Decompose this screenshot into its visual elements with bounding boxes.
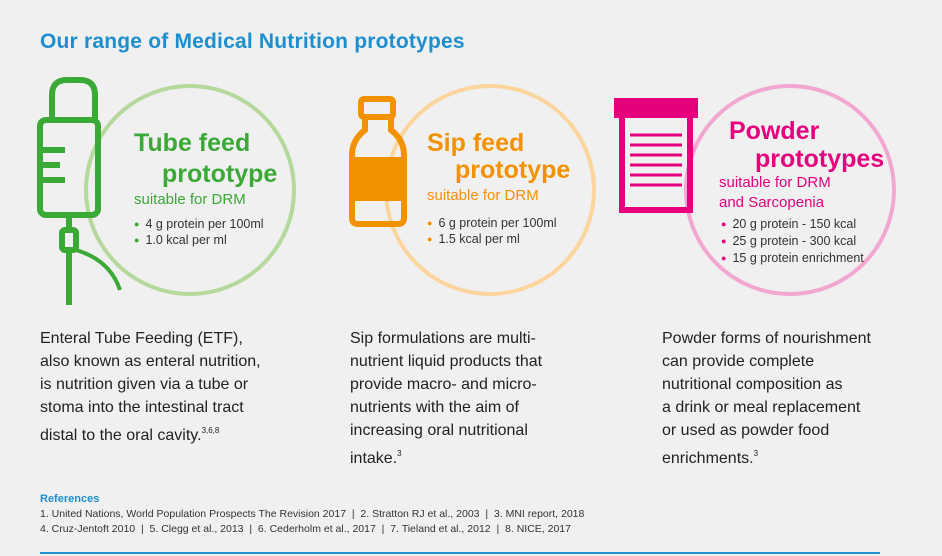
bullet-list: 20 g protein - 150 kcal 25 g protein - 3… <box>719 216 884 267</box>
description-line: Sip formulations are multi- <box>350 330 536 347</box>
description-text: enrichments. <box>662 450 754 467</box>
bullet: 1.0 kcal per ml <box>134 233 277 249</box>
divider <box>40 552 880 554</box>
description-line: nutrient liquid products that <box>350 353 543 370</box>
bullet: 25 g protein - 300 kcal <box>721 233 884 250</box>
product-subtitle: suitable for DRM <box>134 191 246 208</box>
bullet: 20 g protein - 150 kcal <box>721 216 884 233</box>
circle <box>684 84 896 296</box>
product-subtitle: and Sarcopenia <box>719 194 825 211</box>
superscript: 3 <box>753 449 759 458</box>
bottle-icon <box>349 96 407 227</box>
page-title: Our range of Medical Nutrition prototype… <box>40 30 465 53</box>
description-line: Enteral Tube Feeding (ETF), <box>40 330 243 347</box>
description: Sip formulations are multi- nutrient liq… <box>350 327 542 470</box>
bullet: 15 g protein enrichment <box>721 250 884 267</box>
description-text: distal to the oral cavity. <box>40 427 202 444</box>
description-line: can provide complete <box>662 353 815 370</box>
reference-line: 4. Cruz-Jentoft 2010 | 5. Clegg et al., … <box>40 523 571 535</box>
description-line: intake.3 <box>350 442 542 470</box>
description-line: provide macro- and micro- <box>350 376 537 393</box>
tube-feed-icon <box>37 77 122 305</box>
references-heading: References <box>40 493 100 505</box>
description-line: is nutrition given via a tube or <box>40 376 249 393</box>
product-subtitle: suitable for DRM <box>427 187 539 204</box>
bullet: 4 g protein per 100ml <box>134 217 277 233</box>
product-card: Tube feed prototype suitable for DRM 4 g… <box>134 128 277 249</box>
superscript: 3 <box>397 449 402 458</box>
jar-icon <box>614 98 698 213</box>
description-line: a drink or meal replacement <box>662 399 861 416</box>
product-card: Sip feed prototype suitable for DRM 6 g … <box>427 128 570 248</box>
circle <box>84 84 296 296</box>
product-title: Powder <box>729 117 820 145</box>
description-line: or used as powder food <box>662 422 830 439</box>
product-title: prototype <box>455 156 571 184</box>
product-title: Sip feed <box>427 129 525 157</box>
description: Enteral Tube Feeding (ETF), also known a… <box>40 327 261 447</box>
description-line: also known as enteral nutrition, <box>40 353 261 370</box>
bullet: 1.5 kcal per ml <box>427 232 570 248</box>
reference-line: 1. United Nations, World Population Pros… <box>40 508 585 520</box>
product-subtitle: suitable for DRM <box>719 174 831 191</box>
bullet: 6 g protein per 100ml <box>427 216 570 232</box>
description-line: increasing oral nutritional <box>350 422 528 439</box>
description-text: intake. <box>350 450 398 467</box>
description-line: distal to the oral cavity.3,6,8 <box>40 419 261 447</box>
bullet-list: 6 g protein per 100ml 1.5 kcal per ml <box>427 216 570 248</box>
description-line: enrichments.3 <box>662 442 871 470</box>
product-title: prototype <box>162 160 278 188</box>
description-line: stoma into the intestinal tract <box>40 399 244 416</box>
product-title: prototypes <box>755 145 885 173</box>
description-line: nutrients with the aim of <box>350 399 519 416</box>
description: Powder forms of nourishment can provide … <box>662 327 871 470</box>
description-line: nutritional composition as <box>662 376 843 393</box>
product-card: Powder prototypes suitable for DRM and S… <box>719 117 884 267</box>
bullet-list: 4 g protein per 100ml 1.0 kcal per ml <box>134 217 277 249</box>
product-title: Tube feed <box>134 129 251 157</box>
superscript: 3,6,8 <box>201 426 220 435</box>
references: References 1. United Nations, World Popu… <box>40 492 584 537</box>
description-line: Powder forms of nourishment <box>662 330 871 347</box>
